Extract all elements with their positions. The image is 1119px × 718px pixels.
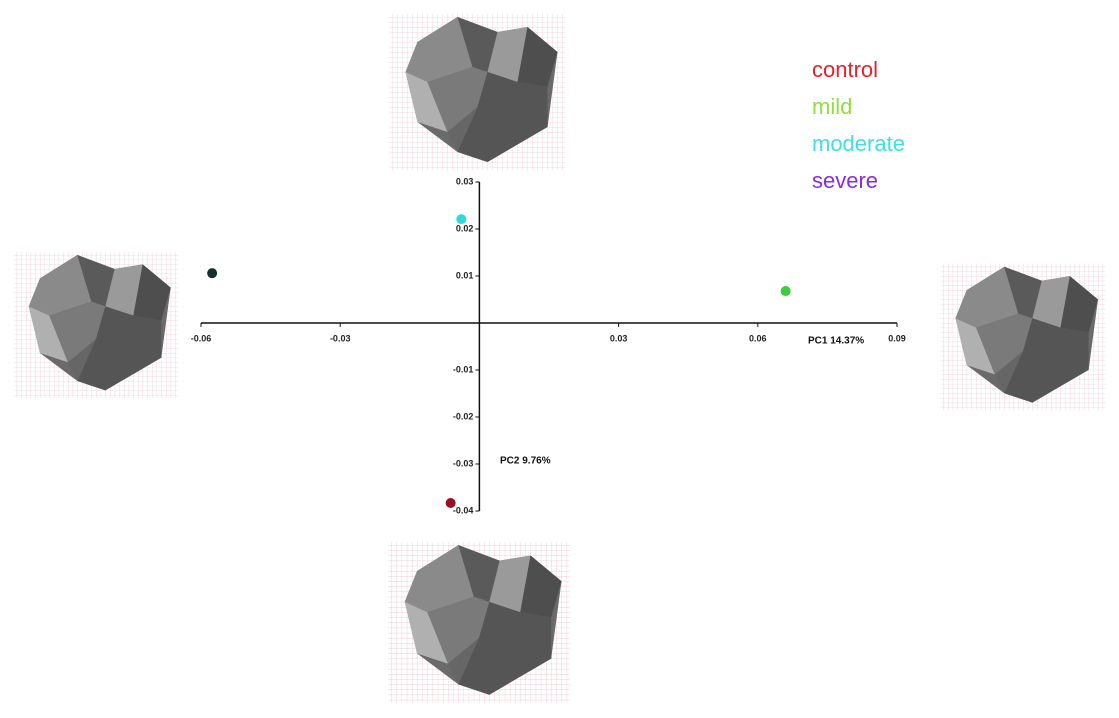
y-tick-label: -0.03 xyxy=(453,458,474,468)
y-axis-label: PC2 9.76% xyxy=(500,456,551,467)
shape-top xyxy=(389,14,566,170)
point xyxy=(207,268,218,279)
y-tick-label: 0.02 xyxy=(456,223,474,233)
y-tick-label: -0.02 xyxy=(453,411,474,421)
point xyxy=(456,214,467,225)
y-tick-label: -0.01 xyxy=(453,364,474,374)
shape-left xyxy=(13,252,179,398)
y-tick-label: 0.03 xyxy=(456,176,474,186)
point xyxy=(445,498,456,509)
y-tick-label: -0.04 xyxy=(453,505,474,515)
legend-entry: severe xyxy=(812,168,878,193)
shape-right xyxy=(940,263,1106,411)
legend-entry: moderate xyxy=(812,131,905,156)
legend-entry: control xyxy=(812,57,878,82)
x-tick-label: 0.03 xyxy=(610,333,628,343)
x-axis-label: PC1 14.37% xyxy=(808,336,864,347)
point xyxy=(780,286,791,297)
y-tick-label: 0.01 xyxy=(456,270,474,280)
shape-bottom xyxy=(388,542,570,703)
legend-entry: mild xyxy=(812,94,852,119)
x-tick-label: -0.03 xyxy=(330,333,351,343)
x-tick-label: -0.06 xyxy=(191,333,212,343)
x-tick-label: 0.09 xyxy=(888,333,906,343)
x-tick-label: 0.06 xyxy=(749,333,767,343)
